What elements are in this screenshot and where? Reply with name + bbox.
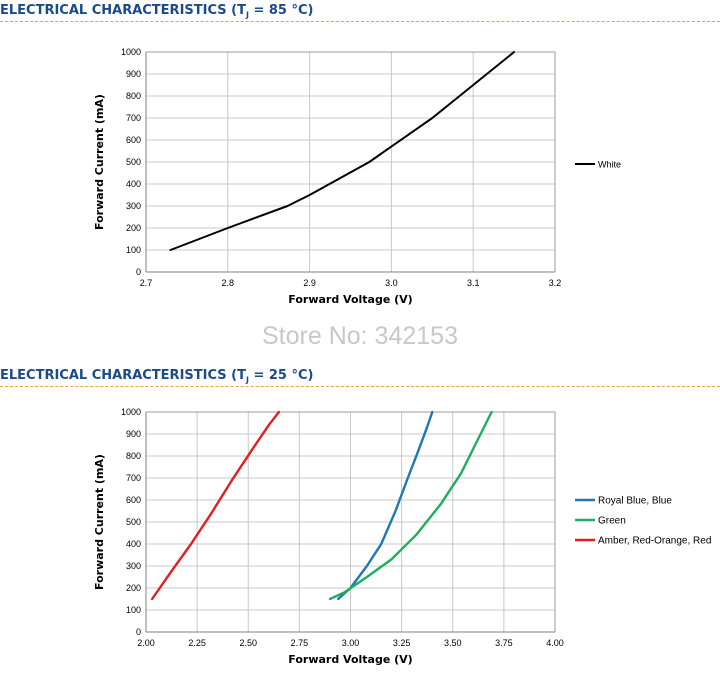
- y-tick-label: 900: [126, 429, 141, 439]
- y-axis-label: Forward Current (mA): [93, 454, 106, 590]
- x-tick-label: 3.0: [385, 278, 398, 288]
- plot-area-border: [145, 411, 556, 633]
- plot-area-border: [145, 51, 556, 273]
- x-tick-label: 2.50: [239, 638, 257, 648]
- x-tick-label: 3.75: [495, 638, 513, 648]
- x-tick-label: 3.00: [342, 638, 360, 648]
- y-tick-label: 1000: [121, 47, 141, 57]
- y-tick-label: 300: [126, 201, 141, 211]
- x-tick-label: 3.25: [393, 638, 411, 648]
- section-divider: [0, 386, 720, 387]
- y-tick-label: 800: [126, 91, 141, 101]
- y-tick-label: 900: [126, 69, 141, 79]
- x-tick-label: 3.1: [467, 278, 480, 288]
- section-divider: [0, 21, 720, 22]
- y-tick-label: 700: [126, 473, 141, 483]
- x-tick-label: 3.2: [549, 278, 562, 288]
- y-tick-label: 100: [126, 605, 141, 615]
- y-tick-label: 600: [126, 135, 141, 145]
- legend-label-2: Amber, Red-Orange, Red: [598, 536, 711, 547]
- y-tick-label: 200: [126, 583, 141, 593]
- series-line-1: [328, 410, 493, 601]
- y-tick-label: 0: [136, 267, 141, 277]
- legend-label-0: White: [598, 160, 621, 170]
- y-tick-label: 800: [126, 451, 141, 461]
- x-axis-label: Forward Voltage (V): [288, 293, 412, 306]
- x-tick-label: 2.7: [140, 278, 153, 288]
- x-tick-label: 2.00: [137, 638, 155, 648]
- chart-85c: 2.7 2.8 2.9 3.0 3.1 3.2 0 100 200 300 400 500 600 700…: [93, 47, 621, 306]
- series-line-0: [337, 410, 434, 601]
- y-tick-label: 700: [126, 113, 141, 123]
- y-tick-label: 500: [126, 157, 141, 167]
- y-tick-label: 1000: [121, 407, 141, 417]
- y-tick-label: 600: [126, 495, 141, 505]
- y-tick-label: 100: [126, 245, 141, 255]
- y-axis-label: Forward Current (mA): [93, 94, 106, 230]
- x-tick-label: 2.25: [188, 638, 206, 648]
- y-tick-label: 300: [126, 561, 141, 571]
- store-watermark: Store No: 342153: [262, 322, 458, 350]
- y-tick-label: 200: [126, 223, 141, 233]
- x-tick-label: 4.00: [546, 638, 564, 648]
- x-tick-label: 3.50: [444, 638, 462, 648]
- series-line-2: [150, 410, 281, 601]
- y-tick-label: 0: [136, 627, 141, 637]
- x-axis-label: Forward Voltage (V): [288, 653, 412, 666]
- series-line-0: [169, 51, 516, 251]
- x-tick-label: 2.75: [291, 638, 309, 648]
- y-tick-label: 500: [126, 517, 141, 527]
- section-title-85c: ELECTRICAL CHARACTERISTICS (TJ = 85 °C): [0, 3, 314, 20]
- x-tick-label: 2.8: [222, 278, 235, 288]
- section-title-25c: ELECTRICAL CHARACTERISTICS (TJ = 25 °C): [0, 368, 314, 385]
- y-tick-label: 400: [126, 539, 141, 549]
- y-tick-label: 400: [126, 179, 141, 189]
- x-tick-label: 2.9: [303, 278, 316, 288]
- legend-label-0: Royal Blue, Blue: [598, 496, 672, 507]
- legend-label-1: Green: [598, 516, 626, 527]
